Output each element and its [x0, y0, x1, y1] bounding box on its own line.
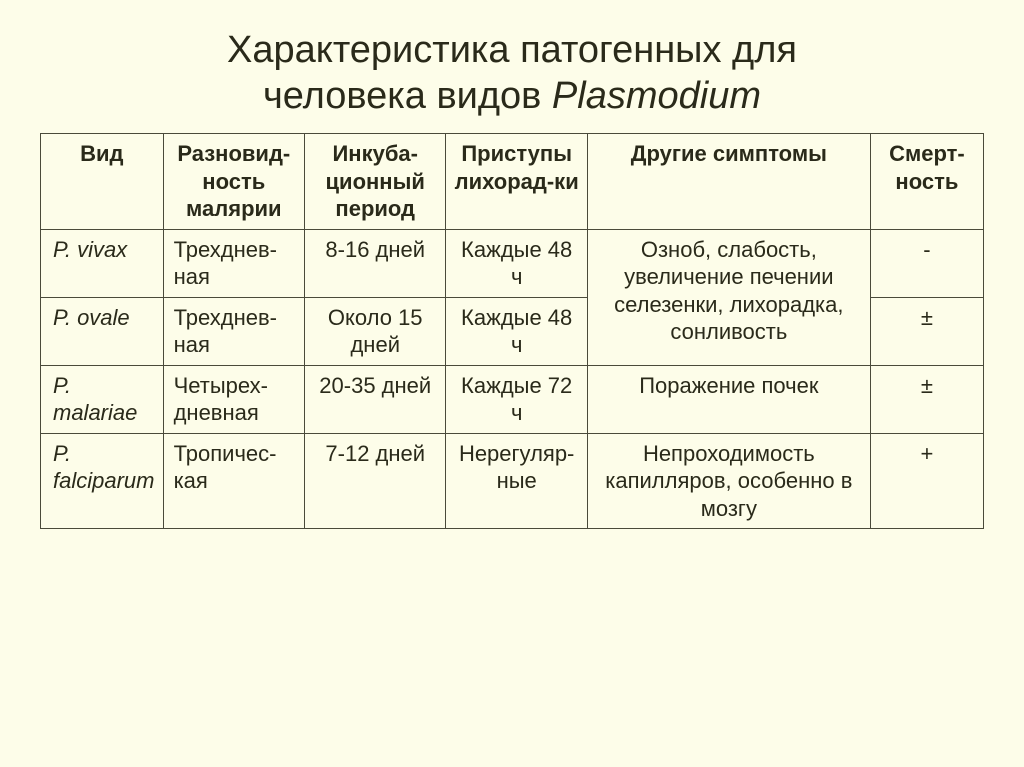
- table-row: P. vivax Трехднев-ная 8-16 дней Каждые 4…: [41, 229, 984, 297]
- table-row: P. malariae Четырех-дневная 20-35 дней К…: [41, 365, 984, 433]
- plasmodium-table: Вид Разновид-ность малярии Инкуба-ционны…: [40, 133, 984, 529]
- cell-mortality: +: [870, 433, 983, 529]
- col-header-attacks: Приступы лихорад-ки: [446, 134, 587, 230]
- cell-symptoms: Непроходимость капилляров, особенно в мо…: [587, 433, 870, 529]
- cell-incubation: 8-16 дней: [305, 229, 446, 297]
- cell-species: P. ovale: [41, 297, 164, 365]
- cell-attacks: Нерегуляр-ные: [446, 433, 587, 529]
- cell-symptoms: Озноб, слабость, увеличение печении селе…: [587, 229, 870, 365]
- cell-incubation: 20-35 дней: [305, 365, 446, 433]
- col-header-mortality: Смерт-ность: [870, 134, 983, 230]
- col-header-variety: Разновид-ность малярии: [163, 134, 304, 230]
- cell-incubation: Около 15 дней: [305, 297, 446, 365]
- cell-species: P. malariae: [41, 365, 164, 433]
- col-header-species: Вид: [41, 134, 164, 230]
- cell-mortality: ±: [870, 297, 983, 365]
- cell-attacks: Каждые 72 ч: [446, 365, 587, 433]
- table-header-row: Вид Разновид-ность малярии Инкуба-ционны…: [41, 134, 984, 230]
- cell-attacks: Каждые 48 ч: [446, 297, 587, 365]
- slide-title: Характеристика патогенных для человека в…: [40, 28, 984, 119]
- col-header-incubation: Инкуба-ционный период: [305, 134, 446, 230]
- cell-attacks: Каждые 48 ч: [446, 229, 587, 297]
- title-genus: Plasmodium: [552, 75, 761, 117]
- title-line-2a: человека видов: [263, 75, 552, 117]
- cell-species: P. falciparum: [41, 433, 164, 529]
- cell-species: P. vivax: [41, 229, 164, 297]
- title-line-1: Характеристика патогенных для: [227, 29, 797, 71]
- cell-mortality: -: [870, 229, 983, 297]
- cell-variety: Трехднев-ная: [163, 229, 304, 297]
- cell-incubation: 7-12 дней: [305, 433, 446, 529]
- cell-mortality: ±: [870, 365, 983, 433]
- cell-symptoms: Поражение почек: [587, 365, 870, 433]
- cell-variety: Тропичес-кая: [163, 433, 304, 529]
- cell-variety: Четырех-дневная: [163, 365, 304, 433]
- cell-variety: Трехднев-ная: [163, 297, 304, 365]
- table-row: P. falciparum Тропичес-кая 7-12 дней Нер…: [41, 433, 984, 529]
- slide-page: Характеристика патогенных для человека в…: [0, 0, 1024, 569]
- col-header-symptoms: Другие симптомы: [587, 134, 870, 230]
